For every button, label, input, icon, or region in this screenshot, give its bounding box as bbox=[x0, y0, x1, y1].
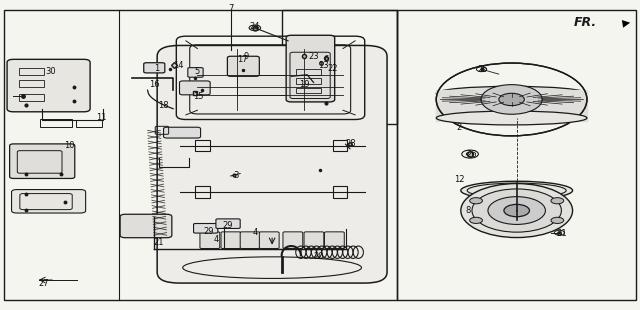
FancyBboxPatch shape bbox=[188, 68, 203, 77]
Circle shape bbox=[551, 217, 564, 224]
Bar bbox=[333, 187, 347, 197]
Circle shape bbox=[499, 93, 524, 106]
Text: 6: 6 bbox=[324, 55, 329, 64]
FancyBboxPatch shape bbox=[259, 232, 279, 249]
FancyBboxPatch shape bbox=[12, 189, 86, 213]
Bar bbox=[195, 140, 209, 151]
Bar bbox=[296, 78, 321, 84]
Ellipse shape bbox=[472, 189, 561, 232]
Ellipse shape bbox=[436, 111, 587, 125]
FancyBboxPatch shape bbox=[144, 63, 165, 73]
Text: 11: 11 bbox=[97, 113, 107, 122]
Text: 20: 20 bbox=[314, 252, 324, 261]
FancyBboxPatch shape bbox=[286, 35, 335, 102]
Ellipse shape bbox=[461, 181, 573, 200]
Bar bbox=[195, 187, 209, 197]
Text: 7: 7 bbox=[228, 4, 234, 13]
Text: 30: 30 bbox=[45, 67, 56, 76]
Ellipse shape bbox=[504, 204, 529, 217]
Text: 18: 18 bbox=[158, 101, 169, 110]
FancyBboxPatch shape bbox=[216, 219, 240, 228]
Text: 2: 2 bbox=[456, 123, 462, 132]
Text: 29: 29 bbox=[203, 227, 214, 236]
FancyBboxPatch shape bbox=[200, 232, 220, 249]
Circle shape bbox=[470, 217, 483, 224]
Bar bbox=[333, 140, 347, 151]
Text: 23: 23 bbox=[308, 52, 319, 61]
Bar bbox=[296, 88, 321, 93]
FancyBboxPatch shape bbox=[193, 224, 218, 233]
Text: 17: 17 bbox=[237, 55, 248, 64]
Text: 31: 31 bbox=[556, 229, 566, 238]
Text: 14: 14 bbox=[173, 61, 184, 70]
Text: 3: 3 bbox=[233, 170, 238, 179]
Circle shape bbox=[481, 85, 542, 114]
Text: 22: 22 bbox=[328, 64, 338, 73]
Text: 12: 12 bbox=[454, 175, 465, 184]
Bar bbox=[4, 10, 397, 300]
Bar bbox=[397, 10, 636, 300]
Circle shape bbox=[551, 198, 564, 204]
Bar bbox=[296, 69, 321, 75]
Ellipse shape bbox=[488, 197, 545, 224]
Ellipse shape bbox=[461, 184, 573, 237]
Text: 25: 25 bbox=[477, 65, 488, 74]
Text: 16: 16 bbox=[148, 80, 159, 89]
Bar bbox=[282, 10, 397, 124]
Text: 8: 8 bbox=[465, 206, 471, 215]
Bar bbox=[237, 75, 304, 95]
FancyBboxPatch shape bbox=[324, 232, 344, 249]
FancyBboxPatch shape bbox=[227, 56, 259, 76]
Ellipse shape bbox=[182, 257, 362, 278]
FancyBboxPatch shape bbox=[157, 46, 387, 283]
Bar bbox=[436, 93, 587, 121]
FancyBboxPatch shape bbox=[179, 81, 210, 95]
Text: 27: 27 bbox=[39, 279, 49, 288]
Text: 15: 15 bbox=[193, 92, 204, 101]
FancyBboxPatch shape bbox=[164, 127, 200, 138]
Bar bbox=[40, 119, 72, 127]
Text: 5: 5 bbox=[195, 67, 200, 76]
Bar bbox=[19, 94, 44, 101]
Text: 9: 9 bbox=[244, 52, 249, 61]
Text: 10: 10 bbox=[65, 141, 75, 150]
Text: 28: 28 bbox=[346, 139, 356, 148]
FancyBboxPatch shape bbox=[221, 232, 241, 249]
Text: 1: 1 bbox=[154, 64, 160, 73]
FancyBboxPatch shape bbox=[283, 232, 303, 249]
Text: 21: 21 bbox=[154, 238, 164, 247]
Text: 24: 24 bbox=[250, 21, 260, 30]
Text: 26: 26 bbox=[467, 149, 477, 159]
FancyBboxPatch shape bbox=[304, 232, 324, 249]
Text: 19: 19 bbox=[299, 80, 309, 89]
Ellipse shape bbox=[436, 86, 587, 100]
Bar bbox=[19, 68, 44, 75]
Bar bbox=[19, 80, 44, 87]
FancyBboxPatch shape bbox=[240, 232, 260, 249]
FancyBboxPatch shape bbox=[7, 59, 90, 112]
FancyBboxPatch shape bbox=[120, 214, 172, 238]
Text: 4: 4 bbox=[214, 235, 219, 244]
Text: 13: 13 bbox=[318, 61, 328, 70]
FancyBboxPatch shape bbox=[10, 144, 75, 179]
Text: 29: 29 bbox=[222, 221, 233, 230]
Circle shape bbox=[470, 198, 483, 204]
Text: FR.: FR. bbox=[574, 16, 597, 29]
Circle shape bbox=[467, 152, 474, 156]
Bar bbox=[76, 121, 102, 127]
Text: 4: 4 bbox=[252, 228, 257, 237]
